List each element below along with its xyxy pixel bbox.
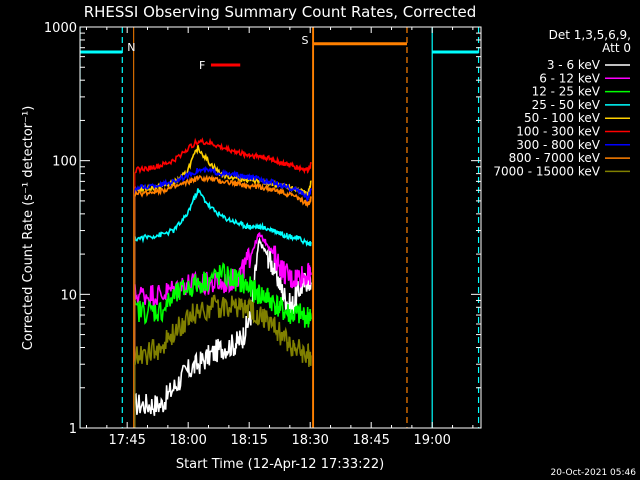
plot-frame: [79, 26, 482, 429]
series-path: [134, 188, 312, 247]
y-tick-label: 1: [69, 422, 77, 437]
legend-entry-label: 7000 - 15000 keV: [493, 164, 600, 178]
legend-entry-label: 25 - 50 keV: [532, 98, 601, 112]
series-path: [134, 165, 312, 203]
legend-entry-label: 300 - 800 keV: [516, 138, 600, 152]
x-tick-label: 18:45: [352, 433, 389, 448]
legend-entry-label: 100 - 300 keV: [516, 125, 600, 139]
x-axis-label: Start Time (12-Apr-12 17:33:22): [176, 457, 384, 472]
series-path: [134, 294, 312, 367]
legend-entry-label: 6 - 12 keV: [539, 71, 601, 85]
y-tick-label: 1000: [44, 21, 77, 36]
series-path: [134, 137, 312, 175]
series-path: [134, 236, 312, 416]
chart-title: RHESSI Observing Summary Count Rates, Co…: [84, 3, 477, 21]
x-tick-label: 18:30: [291, 433, 328, 448]
legend-title-line-1: Det 1,3,5,6,9,: [549, 28, 631, 42]
x-tick-label: 18:15: [230, 433, 267, 448]
footer-timestamp: 20-Oct-2021 05:46: [551, 468, 637, 478]
legend-entry-label: 12 - 25 keV: [532, 85, 601, 99]
legend-entry-label: 800 - 7000 keV: [509, 151, 601, 165]
legend-title-line-2: Att 0: [602, 41, 631, 55]
x-tick-label: 19:00: [413, 433, 450, 448]
series-path: [134, 262, 312, 328]
y-tick-label: 100: [52, 155, 77, 170]
night-label: N: [127, 41, 135, 54]
x-tick-label: 17:45: [108, 433, 145, 448]
y-tick-label: 10: [60, 288, 77, 303]
y-axis-label: Corrected Count Rate (s⁻¹ detector⁻¹): [21, 106, 36, 351]
saa-label: S: [301, 34, 308, 47]
series-path: [134, 174, 312, 209]
series-line-7000-15000-kev: [134, 294, 312, 428]
series-path: [134, 232, 312, 308]
legend-entry-label: 3 - 6 keV: [547, 58, 601, 72]
legend-entry-label: 50 - 100 keV: [524, 111, 601, 125]
x-tick-label: 18:00: [169, 433, 206, 448]
flare-label: F: [199, 59, 205, 72]
